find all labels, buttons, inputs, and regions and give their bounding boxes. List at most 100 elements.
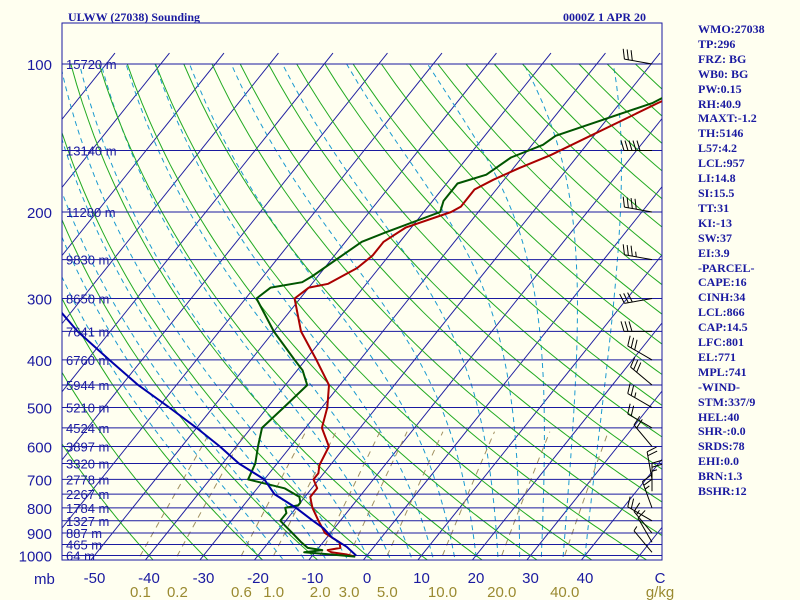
moist-adiabat-line	[62, 275, 263, 560]
wind-barb-flag	[651, 463, 663, 468]
dry-adiabat-line	[62, 218, 319, 560]
pressure-tick-label: 300	[27, 292, 52, 309]
height-label: 887 m	[66, 526, 102, 541]
pressure-tick-label: 100	[27, 57, 52, 74]
temperature-tick-label: -30	[193, 570, 215, 587]
dry-adiabat-line	[409, 63, 662, 315]
wind-barb-staff	[624, 254, 653, 261]
wind-barb-flag	[632, 140, 637, 151]
dry-adiabat-line	[437, 63, 662, 286]
height-label: 2267 m	[66, 487, 109, 502]
dry-adiabat-line	[267, 63, 662, 470]
temperature-tick-label: -10	[302, 570, 324, 587]
pressure-tick-label: 700	[27, 472, 52, 489]
sounding-index: HEL:40	[698, 409, 740, 424]
height-label: 3897 m	[66, 439, 109, 454]
mixing-ratio-lines	[137, 431, 609, 560]
wind-barb-flag	[636, 419, 643, 429]
height-label: 7641 m	[66, 324, 109, 339]
moist-adiabat-line	[125, 63, 413, 560]
height-label: 4524 m	[66, 421, 109, 436]
wind-barb-flag	[626, 244, 629, 256]
temperature-tick-label: 40	[577, 570, 594, 587]
wind-barb-flag	[647, 450, 658, 457]
dry-adiabat-line	[62, 297, 264, 560]
wind-barb-staff	[627, 345, 653, 361]
wind-barb	[619, 292, 653, 304]
wind-barb-staff	[627, 393, 653, 408]
mixing-ratio-line	[238, 431, 307, 560]
wind-barb-flag	[623, 293, 629, 303]
mixing-ratio-line	[317, 431, 381, 560]
sounding-index: SRDS:78	[698, 439, 745, 454]
wind-barb	[622, 196, 653, 213]
temperature-tick-label: -20	[247, 570, 269, 587]
dry-adiabat-line	[183, 63, 648, 560]
wind-barb-flag	[634, 339, 638, 351]
wind-barb-staff	[624, 206, 653, 213]
wind-barb	[633, 526, 653, 553]
wind-barb-flag	[622, 48, 625, 60]
wind-barb-flag	[626, 197, 629, 208]
moist-adiabat-line	[584, 63, 623, 560]
sounding-index: CAP:14.5	[698, 320, 748, 335]
sounding-index: EHI:0.0	[698, 454, 740, 469]
wind-barb-staff	[633, 511, 653, 534]
moist-adiabat-line	[62, 137, 328, 560]
wind-barb-half-flag	[651, 469, 658, 472]
isotherm-line	[580, 458, 662, 560]
height-label: 13140 m	[66, 144, 117, 159]
wind-barb-flag	[627, 335, 631, 347]
isotherm-line	[362, 185, 662, 560]
moist-adiabat-line	[62, 235, 285, 560]
sounding-index: KI:-13	[698, 215, 732, 230]
height-label: 9830 m	[66, 253, 109, 268]
height-label: 8650 m	[66, 292, 109, 307]
wind-barb-flag	[624, 140, 629, 151]
parcel-trace	[62, 311, 357, 557]
isobar-lines	[61, 22, 663, 561]
dry-adiabat-line	[62, 371, 209, 560]
height-label: 465 m	[66, 538, 102, 553]
sounding-index: RH:40.9	[698, 96, 741, 111]
wind-barb-flag	[622, 244, 625, 255]
wind-barb-flag	[627, 383, 631, 394]
wind-barb-flag	[642, 474, 652, 482]
pressure-tick-label: 800	[27, 501, 52, 518]
pressure-tick-label: 500	[27, 401, 52, 418]
sounding-index: -PARCEL-	[698, 260, 755, 275]
wind-barb-staff	[637, 517, 653, 543]
sounding-index: LCL:957	[698, 156, 745, 171]
dry-adiabat-line	[296, 63, 662, 438]
sounding-index: WB0: BG	[698, 66, 749, 81]
wind-barb-flag	[630, 337, 635, 349]
isotherm-lines	[62, 52, 662, 560]
wind-barb-flag	[636, 140, 641, 151]
height-label: 1784 m	[66, 501, 109, 516]
mixing-ratio-tick-label: 20.0	[487, 584, 516, 600]
wind-barb	[633, 416, 653, 447]
temperature-axis-labels: -50 -40 -30 -20 -10 0 10 20 30 40 C	[84, 570, 666, 587]
height-label: 1327 m	[66, 514, 109, 529]
dry-adiabat-line	[62, 443, 154, 560]
isotherm-line	[471, 322, 662, 560]
wind-barb	[620, 140, 652, 152]
chart-datetime: 0000Z 1 APR 20	[563, 10, 646, 24]
isotherm-line	[199, 52, 606, 560]
moist-adiabat-line	[427, 63, 545, 560]
mixing-ratio-line	[174, 431, 246, 560]
sounding-index: EL:771	[698, 349, 737, 364]
sounding-index: CAPE:16	[698, 275, 747, 290]
mixing-ratio-tick-label: 1.0	[263, 584, 284, 600]
sounding-index: STM:337/9	[698, 394, 756, 409]
wind-barb	[646, 446, 658, 480]
sounding-index: BRN:1.3	[698, 469, 743, 484]
wind-barb-flag	[630, 245, 633, 257]
isotherm-line	[62, 52, 334, 393]
wind-barb-staff	[627, 506, 653, 522]
sounding-index: CINH:34	[698, 290, 746, 305]
isotherm-line	[308, 117, 662, 560]
dry-adiabat-line	[62, 131, 374, 560]
pressure-axis-labels: 100 200 300 400 500 600 700 800 900 1000	[19, 57, 52, 566]
mixing-ratio-axis-labels: 0.1 0.2 0.6 1.0 2.0 3.0 5.0 10.0 20.0 40.0 g/kg	[130, 584, 674, 600]
